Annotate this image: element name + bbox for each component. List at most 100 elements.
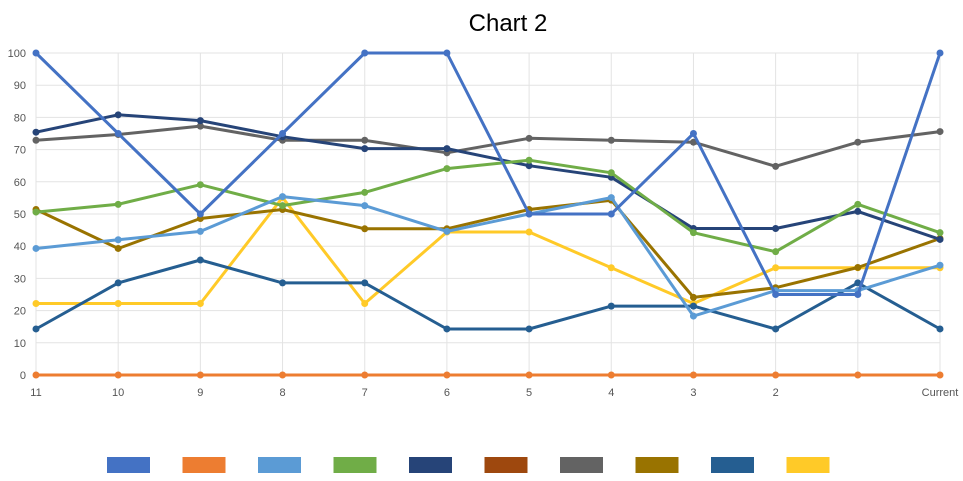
data-point[interactable] [607,210,615,218]
data-point[interactable] [525,228,533,236]
data-point[interactable] [607,371,615,379]
x-tick-label: 8 [279,387,285,399]
data-point[interactable] [279,130,287,137]
data-point[interactable] [196,122,204,130]
legend-swatch[interactable] [107,457,150,473]
legend-swatch[interactable] [635,457,679,473]
data-point[interactable] [607,264,615,272]
data-point[interactable] [361,300,369,308]
data-point[interactable] [196,300,204,308]
data-point[interactable] [279,279,287,287]
data-point[interactable] [525,325,533,333]
data-point[interactable] [772,162,780,170]
data-point[interactable] [32,136,40,144]
data-point[interactable] [772,291,780,298]
data-point[interactable] [443,227,451,235]
data-point[interactable] [279,193,287,201]
data-point[interactable] [772,371,780,379]
data-point[interactable] [854,291,862,298]
y-axis: 0 10 20 30 40 50 60 70 80 90 100 [8,48,26,382]
data-point[interactable] [607,169,615,177]
data-point[interactable] [854,200,862,208]
legend-swatch[interactable] [409,457,452,473]
data-point[interactable] [525,210,533,218]
data-point[interactable] [443,49,451,57]
data-point[interactable] [443,165,451,173]
data-point[interactable] [772,325,780,333]
data-point[interactable] [279,202,287,210]
data-point[interactable] [32,208,40,216]
data-point[interactable] [689,229,697,237]
y-tick-label: 10 [14,338,26,350]
data-point[interactable] [279,371,287,379]
legend-swatch[interactable] [182,457,226,473]
data-point[interactable] [196,256,204,264]
legend-swatch[interactable] [711,457,754,473]
data-point[interactable] [196,227,204,235]
data-point[interactable] [525,162,533,170]
data-point[interactable] [607,136,615,144]
data-point[interactable] [361,188,369,196]
data-point[interactable] [114,244,122,252]
data-point[interactable] [196,181,204,189]
legend-swatch[interactable] [258,457,301,473]
data-point[interactable] [772,248,780,256]
data-point[interactable] [114,371,122,379]
data-point[interactable] [689,312,697,320]
data-point[interactable] [936,229,944,237]
data-point[interactable] [525,134,533,142]
data-point[interactable] [689,138,697,146]
data-point[interactable] [196,371,204,379]
data-point[interactable] [936,235,944,243]
data-point[interactable] [854,263,862,271]
data-point[interactable] [32,128,40,136]
data-point[interactable] [361,225,369,233]
data-point[interactable] [114,200,122,208]
legend[interactable] [107,457,830,473]
data-point[interactable] [114,279,122,287]
data-point[interactable] [936,49,944,57]
data-point[interactable] [114,236,122,244]
data-point[interactable] [114,111,122,119]
data-point[interactable] [936,261,944,269]
data-point[interactable] [525,371,533,379]
data-point[interactable] [854,371,862,379]
legend-swatch[interactable] [560,457,603,473]
data-point[interactable] [443,325,451,333]
data-point[interactable] [361,49,369,57]
data-point[interactable] [32,49,40,57]
data-point[interactable] [361,202,369,210]
data-point[interactable] [689,130,697,137]
data-point[interactable] [689,371,697,379]
data-point[interactable] [196,210,204,218]
legend-swatch[interactable] [484,457,528,473]
data-point[interactable] [936,371,944,379]
data-point[interactable] [854,207,862,215]
data-point[interactable] [443,145,451,153]
data-point[interactable] [114,300,122,308]
legend-swatch[interactable] [786,457,830,473]
data-point[interactable] [689,293,697,301]
data-point[interactable] [361,136,369,144]
data-point[interactable] [525,156,533,164]
data-point[interactable] [32,244,40,252]
data-point[interactable] [32,300,40,308]
x-tick-label: 2 [773,387,779,399]
data-point[interactable] [936,325,944,333]
data-point[interactable] [607,302,615,310]
data-point[interactable] [772,264,780,272]
data-point[interactable] [607,194,615,202]
data-point[interactable] [689,302,697,310]
legend-swatch[interactable] [333,457,377,473]
data-point[interactable] [361,279,369,287]
data-point[interactable] [361,145,369,153]
data-point[interactable] [32,371,40,379]
data-point[interactable] [854,138,862,146]
data-point[interactable] [32,325,40,333]
data-point[interactable] [772,224,780,232]
data-point[interactable] [936,128,944,136]
data-point[interactable] [361,371,369,379]
data-point[interactable] [114,130,122,137]
data-point[interactable] [443,371,451,379]
data-point[interactable] [196,117,204,125]
